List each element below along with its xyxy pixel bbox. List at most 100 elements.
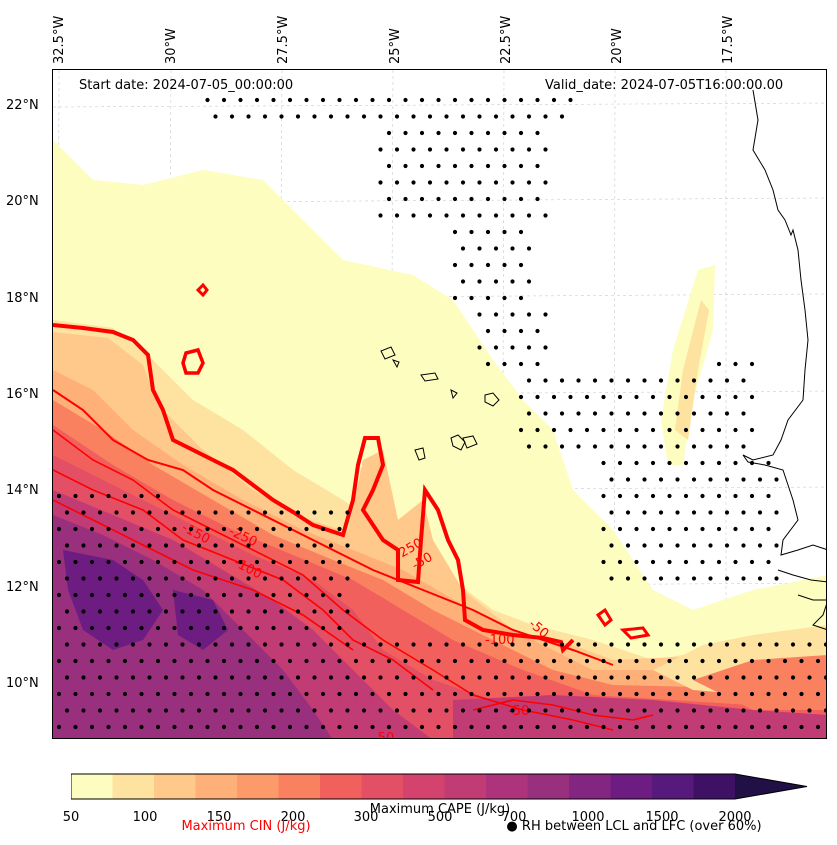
rh-dot — [543, 114, 548, 119]
rh-dot — [56, 526, 62, 532]
rh-dot — [469, 163, 474, 169]
rh-dot — [386, 196, 392, 202]
rh-dot — [312, 675, 317, 680]
rh-dot — [246, 510, 251, 515]
rh-dot — [345, 114, 350, 119]
rh-dot — [64, 510, 70, 515]
rh-dot — [724, 576, 730, 581]
rh-dot — [452, 724, 458, 730]
rh-dot — [246, 543, 251, 548]
rh-dot — [229, 609, 235, 614]
rh-dot — [172, 724, 177, 730]
rh-dot — [205, 724, 210, 730]
rh-dot — [774, 477, 779, 482]
rh-dot — [394, 180, 400, 185]
rh-dot — [617, 394, 623, 400]
rh-dot — [485, 97, 491, 103]
rh-dot — [543, 378, 548, 383]
rh-dot — [469, 658, 474, 664]
rh-dot — [526, 147, 532, 152]
rh-dot — [163, 510, 169, 515]
rh-dot — [64, 609, 70, 614]
rh-dot — [716, 526, 722, 532]
cape-colorbar — [71, 773, 808, 800]
rh-dot — [543, 708, 548, 713]
rh-dot — [394, 675, 400, 680]
rh-dot — [774, 576, 779, 581]
rh-dot — [559, 114, 565, 119]
rh-dot — [147, 642, 152, 647]
rh-dot — [130, 675, 136, 680]
rh-dot — [485, 229, 491, 235]
rh-dot — [724, 444, 730, 449]
rh-dot — [526, 246, 532, 251]
rh-dot — [172, 658, 177, 664]
rh-dot — [551, 394, 557, 400]
rh-dot — [139, 691, 144, 697]
rh-dot — [304, 724, 309, 730]
rh-dot — [543, 642, 548, 647]
rh-dot — [460, 213, 466, 218]
rh-dot — [642, 708, 647, 713]
rh-dot — [64, 708, 70, 713]
rh-dot — [89, 724, 95, 730]
rh-dot — [56, 658, 62, 664]
rh-dot — [625, 411, 631, 416]
rh-dot — [295, 642, 301, 647]
rh-dot — [708, 708, 713, 713]
rh-dot — [683, 559, 689, 565]
rh-dot — [526, 345, 532, 350]
rh-dot — [81, 675, 86, 680]
rh-dot — [328, 609, 334, 614]
rh-dot — [205, 592, 210, 598]
lon-label-27-5w: 27.5°W — [276, 15, 291, 64]
colorbar-swatch — [71, 774, 113, 799]
cb-tick-100: 100 — [132, 810, 158, 825]
rh-dot — [452, 196, 458, 202]
rh-dot — [427, 213, 433, 218]
coastlines — [380, 89, 826, 630]
rh-dot — [163, 543, 169, 548]
rh-dot — [675, 543, 680, 548]
rh-dot — [411, 147, 416, 152]
rh-dot — [304, 559, 309, 565]
rh-dot — [526, 114, 532, 119]
rh-dot — [601, 526, 606, 532]
rh-dot — [337, 625, 342, 631]
rh-dot — [526, 708, 532, 713]
rh-dot — [609, 411, 614, 416]
rh-dot — [361, 708, 367, 713]
lat-label-18n: 18°N — [6, 291, 39, 306]
rh-dot — [625, 576, 631, 581]
rh-dot — [238, 724, 243, 730]
rh-dot — [634, 691, 639, 697]
rh-dot — [493, 642, 499, 647]
rh-dot — [81, 543, 86, 548]
rh-dot — [526, 675, 532, 680]
rh-dot — [295, 576, 301, 581]
colorbar-swatch — [735, 774, 807, 799]
rh-dot — [155, 625, 161, 631]
rh-dot — [485, 658, 491, 664]
rh-dot — [716, 691, 722, 697]
rh-dot — [716, 427, 722, 433]
rh-dot — [543, 213, 548, 218]
rh-dot — [724, 411, 730, 416]
rh-dot — [493, 147, 499, 152]
rh-dot — [683, 724, 689, 730]
rh-dot — [823, 642, 826, 647]
rh-dot — [427, 708, 433, 713]
rh-dot — [106, 691, 111, 697]
rh-dot — [741, 510, 746, 515]
rh-dot — [667, 691, 672, 697]
rh-dot — [716, 361, 722, 367]
rh-dot — [700, 724, 705, 730]
rh-dot — [493, 345, 499, 350]
rh-dot — [97, 609, 103, 614]
rh-dot — [667, 427, 672, 433]
rh-dot — [485, 295, 491, 301]
rh-dot — [180, 576, 185, 581]
rh-dot — [295, 114, 301, 119]
rh-dot — [419, 724, 425, 730]
cin-label-100b: -100 — [485, 633, 515, 648]
